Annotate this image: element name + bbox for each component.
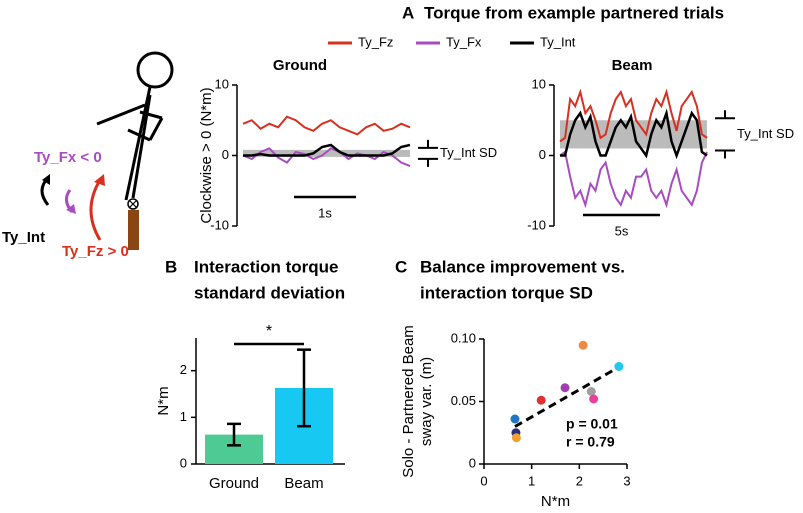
panel-title: standard deviation [194,283,345,302]
arrow-head [66,204,76,214]
series-line [560,108,708,160]
arrow-fz [89,179,102,241]
x-tick-label: 3 [623,473,630,488]
y-axis-label: Solo - Partnered Beam [400,325,417,478]
legend-label: Ty_Fz [358,34,393,49]
panel-letter: A [402,3,414,22]
panel-letter: B [165,257,177,276]
x-tick-label: Ground [209,475,259,492]
y-tick-label: 0.10 [451,330,476,345]
point [614,362,624,371]
chart-title: Beam [612,57,653,74]
point [511,433,521,443]
significance-label: * [266,323,272,340]
point [589,394,599,404]
label-int: Ty_Int [2,229,45,246]
y-tick-label: 10 [532,76,546,91]
x-tick-label: 2 [576,473,583,488]
sd-band [243,149,410,157]
series-line [243,143,411,157]
scale-bar-label: 1s [318,205,332,220]
panel-letter: C [395,257,407,276]
y-tick-label: -10 [210,217,229,232]
panel-title: Interaction torque [194,257,339,276]
beam-post [128,210,139,250]
panel-title: Torque from example partnered trials [424,3,724,22]
point [560,383,570,393]
sd-label: Ty_Int SD [440,145,497,160]
series-line [242,147,411,168]
y-axis-label: N*m [155,386,172,415]
sd-label: Ty_Int SD [737,126,794,141]
series-line [559,150,708,209]
stat-label: r = 0.79 [566,434,615,450]
point [510,414,520,424]
pivot-x [129,200,137,208]
y-tick-label: 0 [539,147,546,162]
arrow-head [94,174,105,186]
y-tick-label: 0.05 [451,393,476,408]
label-fx: Ty_Fx < 0 [34,149,102,166]
y-tick-label: 1 [180,409,187,424]
y-axis-label: sway var. (m) [418,357,435,446]
point [578,340,588,350]
stick-figure [96,51,174,201]
chart-title: Ground [273,57,327,74]
y-tick-label: 0 [469,455,476,470]
y-tick-label: -10 [527,217,546,232]
stat-label: p = 0.01 [566,416,618,432]
scale-bar-label: 5s [615,223,629,238]
series-line [559,88,708,143]
series-line [242,115,411,136]
panel-title: Balance improvement vs. [420,257,625,276]
x-axis-label: N*m [541,493,570,510]
x-tick-label: 0 [480,473,487,488]
y-tick-label: 10 [215,76,229,91]
x-tick-label: Beam [284,475,323,492]
y-tick-label: 0 [222,147,229,162]
label-fz: Ty_Fz > 0 [62,243,129,260]
y-tick-label: 0 [180,455,187,470]
x-tick-label: 1 [528,473,535,488]
panel-title: interaction torque SD [420,283,593,302]
point [536,395,546,405]
point [586,387,596,396]
arrow-head [42,174,50,185]
y-axis-label: Clockwise > 0 (N*m) [198,87,215,223]
legend-label: Ty_Fx [446,34,482,49]
legend-label: Ty_Int [540,34,576,49]
y-tick-label: 2 [180,362,187,377]
trendline [514,365,621,428]
